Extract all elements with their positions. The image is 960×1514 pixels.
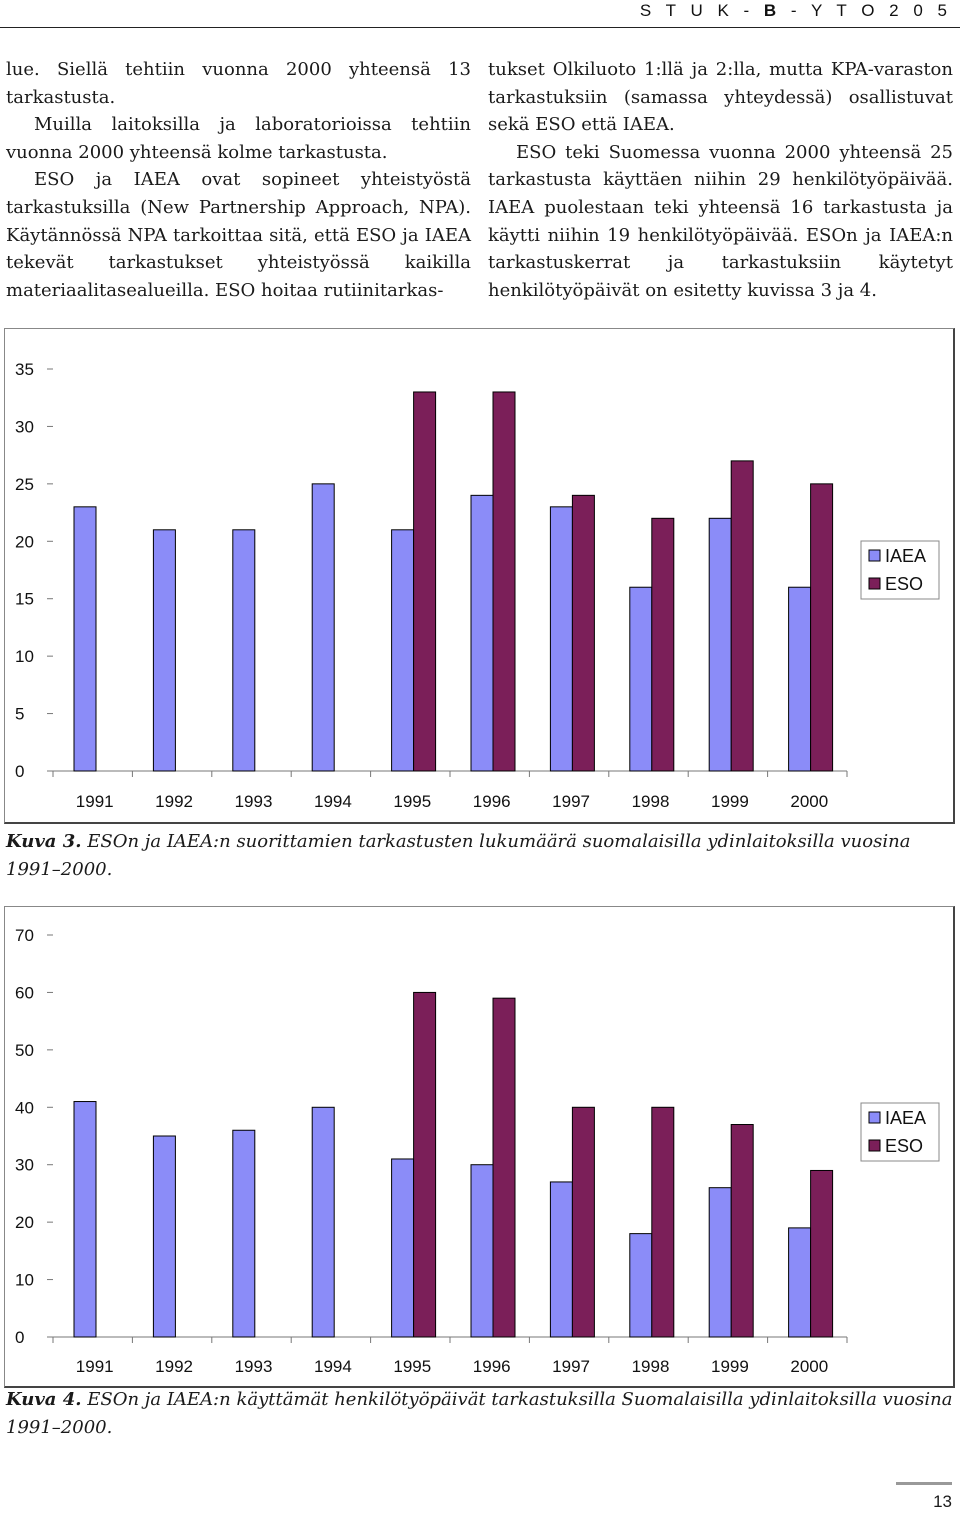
y-tick-label: 35 <box>15 360 34 379</box>
x-tick-label: 1993 <box>235 1357 273 1376</box>
page-number: 13 <box>933 1492 952 1511</box>
bar-iaea <box>73 1101 97 1338</box>
header-rule <box>0 27 960 28</box>
paragraph: Muilla laitoksilla ja laboratorioissa te… <box>6 114 471 163</box>
bar-eso <box>810 1169 834 1338</box>
bar-eso <box>651 1106 675 1338</box>
running-header: S T U K - B - Y T O 2 0 5 <box>639 1 952 20</box>
body-column-left: lue. Siellä tehtiin vuonna 2000 yhteensä… <box>6 56 471 304</box>
bar-iaea <box>391 529 415 772</box>
bar-iaea <box>788 586 812 772</box>
x-tick-label: 1996 <box>473 1357 511 1376</box>
bar-iaea <box>152 529 176 772</box>
bar-iaea <box>470 1164 494 1338</box>
bar-eso <box>492 997 516 1338</box>
x-tick-label: 2000 <box>790 792 828 811</box>
bar-eso <box>571 1106 595 1338</box>
x-tick-label: 1998 <box>632 792 670 811</box>
legend-swatch-eso <box>868 577 881 590</box>
legend-label-iaea: IAEA <box>885 1108 926 1128</box>
legend-label-eso: ESO <box>885 1136 923 1156</box>
x-tick-label: 1994 <box>314 1357 352 1376</box>
bar-iaea <box>629 586 653 772</box>
y-tick-label: 70 <box>15 926 34 945</box>
bar-eso <box>651 517 675 772</box>
bar-iaea <box>708 1187 732 1338</box>
y-tick-label: 60 <box>15 983 34 1002</box>
x-tick-label: 1991 <box>76 792 114 811</box>
bar-eso <box>413 391 437 772</box>
x-tick-label: 1997 <box>552 1357 590 1376</box>
y-tick-label: 30 <box>15 1156 34 1175</box>
bar-eso <box>413 991 437 1338</box>
figure-caption-4: Kuva 4. ESOn ja IAEA:n käyttämät henkilö… <box>6 1389 953 1438</box>
chart-inspections: 0 5 10 15 20 25 30 35 1991 1992 1993 1994 1995 1996 19… <box>4 328 955 824</box>
x-tick-label: 1998 <box>632 1357 670 1376</box>
x-tick-label: 1992 <box>155 792 193 811</box>
paragraph: ESO teki Suomessa vuonna 2000 yhteensä 2… <box>488 141 953 301</box>
x-tick-label: 1996 <box>473 792 511 811</box>
x-tick-label: 2000 <box>790 1357 828 1376</box>
x-tick-label: 1995 <box>393 1357 431 1376</box>
y-tick-label: 20 <box>15 532 34 551</box>
legend-label-eso: ESO <box>885 574 923 594</box>
y-tick-label: 40 <box>15 1098 34 1117</box>
bar-iaea <box>152 1135 176 1338</box>
y-tick-label: 0 <box>15 1328 24 1347</box>
bar-eso <box>730 1124 754 1338</box>
x-tick-label: 1995 <box>393 792 431 811</box>
bar-iaea <box>549 1181 573 1338</box>
x-tick-label: 1999 <box>711 1357 749 1376</box>
y-tick-label: 15 <box>15 590 34 609</box>
bar-iaea <box>311 483 335 772</box>
bar-eso <box>492 391 516 772</box>
bar-iaea <box>232 1129 256 1338</box>
x-tick-label: 1993 <box>235 792 273 811</box>
figure-caption-3: Kuva 3. ESOn ja IAEA:n suorittamien tark… <box>6 831 911 880</box>
y-tick-label: 10 <box>15 1271 34 1290</box>
y-tick-label: 5 <box>15 705 24 724</box>
y-tick-label: 50 <box>15 1041 34 1060</box>
legend-label-iaea: IAEA <box>885 546 926 566</box>
x-tick-label: 1992 <box>155 1357 193 1376</box>
y-tick-label: 30 <box>15 417 34 436</box>
y-tick-label: 25 <box>15 475 34 494</box>
chart-inspections-svg: 0 5 10 15 20 25 30 35 1991 1992 1993 1994 1995 1996 19… <box>15 360 940 811</box>
x-tick-label: 1999 <box>711 792 749 811</box>
body-column-right: tukset Olkiluoto 1:llä ja 2:lla, mutta K… <box>488 56 953 304</box>
chart-person-days: 0 10 20 30 40 50 60 70 1991 1992 1993 1994 1995 1996 1… <box>4 906 955 1388</box>
bar-iaea <box>549 506 573 772</box>
x-tick-label: 1994 <box>314 792 352 811</box>
legend-swatch-eso <box>868 1139 881 1152</box>
x-tick-label: 1997 <box>552 792 590 811</box>
bar-iaea <box>708 517 732 772</box>
bar-iaea <box>788 1227 812 1338</box>
paragraph: lue. Siellä tehtiin vuonna 2000 yhteensä… <box>6 59 471 108</box>
bar-iaea <box>311 1106 335 1338</box>
bar-iaea <box>629 1233 653 1338</box>
chart-person-days-svg: 0 10 20 30 40 50 60 70 1991 1992 1993 1994 1995 1996 1… <box>15 926 940 1376</box>
bar-iaea <box>73 506 97 772</box>
bar-eso <box>571 494 595 772</box>
bar-iaea <box>391 1158 415 1338</box>
paragraph: tukset Olkiluoto 1:llä ja 2:lla, mutta K… <box>488 59 953 136</box>
bar-eso <box>730 460 754 772</box>
y-tick-label: 20 <box>15 1213 34 1232</box>
footer-rule <box>896 1482 952 1485</box>
x-tick-label: 1991 <box>76 1357 114 1376</box>
legend-swatch-iaea <box>868 549 881 562</box>
bar-eso <box>810 483 834 772</box>
bar-iaea <box>470 494 494 772</box>
bar-iaea <box>232 529 256 772</box>
paragraph: ESO ja IAEA ovat sopineet yhteistyöstä t… <box>6 169 471 301</box>
y-tick-label: 0 <box>15 762 24 781</box>
legend-swatch-iaea <box>868 1111 881 1124</box>
y-tick-label: 10 <box>15 647 34 666</box>
